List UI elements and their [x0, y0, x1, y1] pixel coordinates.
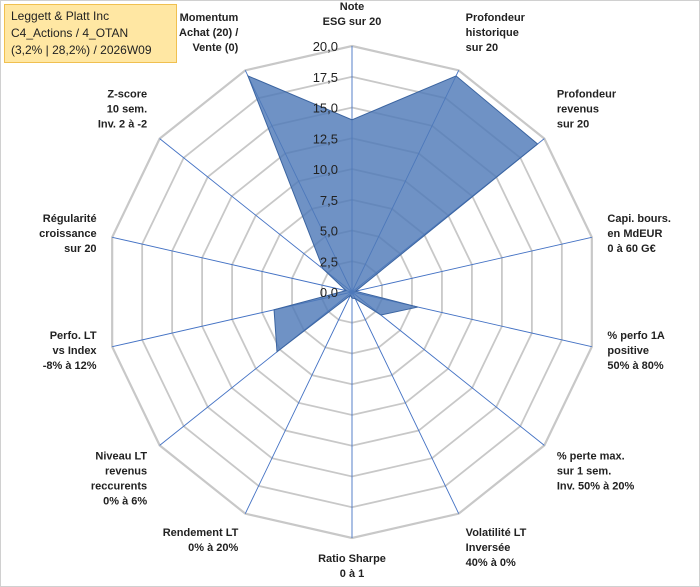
axis-label-9: Rendement LT 0% à 20% — [163, 527, 239, 554]
axis-label-3: Profondeur revenus sur 20 — [557, 89, 617, 131]
tick-label: 20,0 — [313, 39, 338, 54]
tick-label: 10,0 — [313, 162, 338, 177]
axis-label-8: Ratio Sharpe 0 à 1 — [318, 553, 386, 580]
title-line-3: (3,2% | 28,2%) / 2026W09 — [11, 43, 152, 57]
tick-label: 7,5 — [320, 193, 338, 208]
axis-spoke-9 — [244, 291, 353, 514]
axis-spoke-12 — [112, 236, 353, 293]
axis-label-2: Profondeur historique sur 20 — [466, 12, 526, 54]
axis-label-14: Momentum Achat (20) / Vente (0) — [179, 12, 239, 54]
axis-spoke-7 — [351, 291, 460, 514]
axis-label-11: Perfo. LT vs Index -8% à 12% — [43, 330, 98, 372]
axis-label-6: % perte max. sur 1 sem. Inv. 50% à 20% — [557, 450, 635, 492]
title-line-2: C4_Actions / 4_OTAN — [11, 26, 129, 40]
axis-label-4: Capi. bours. en MdEUR 0 à 60 G€ — [607, 213, 671, 255]
title-line-1: Leggett & Platt Inc — [11, 9, 110, 23]
axis-label-5: % perfo 1A positive 50% à 80% — [607, 330, 665, 372]
axis-spoke-6 — [351, 291, 545, 446]
tick-label: 12,5 — [313, 131, 338, 146]
tick-label: 2,5 — [320, 254, 338, 269]
tick-label: 17,5 — [313, 70, 338, 85]
axis-label-7: Volatilité LT Inversée 40% à 0% — [466, 527, 527, 569]
tick-label: 5,0 — [320, 224, 338, 239]
axis-spoke-4 — [351, 236, 592, 293]
axis-label-12: Régularité croissance sur 20 — [39, 213, 96, 255]
tick-label: 0,0 — [320, 285, 338, 300]
tick-label: 15,0 — [313, 101, 338, 116]
axis-label-10: Niveau LT revenus reccurents 0% à 6% — [91, 450, 148, 507]
axis-spoke-13 — [159, 138, 353, 293]
series-area-1 — [247, 74, 539, 353]
chart-title-box: Leggett & Platt Inc C4_Actions / 4_OTAN … — [4, 4, 177, 63]
axis-label-1: Note ESG sur 20 — [323, 1, 382, 28]
axis-label-13: Z-score 10 sem. Inv. 2 à -2 — [98, 89, 147, 131]
